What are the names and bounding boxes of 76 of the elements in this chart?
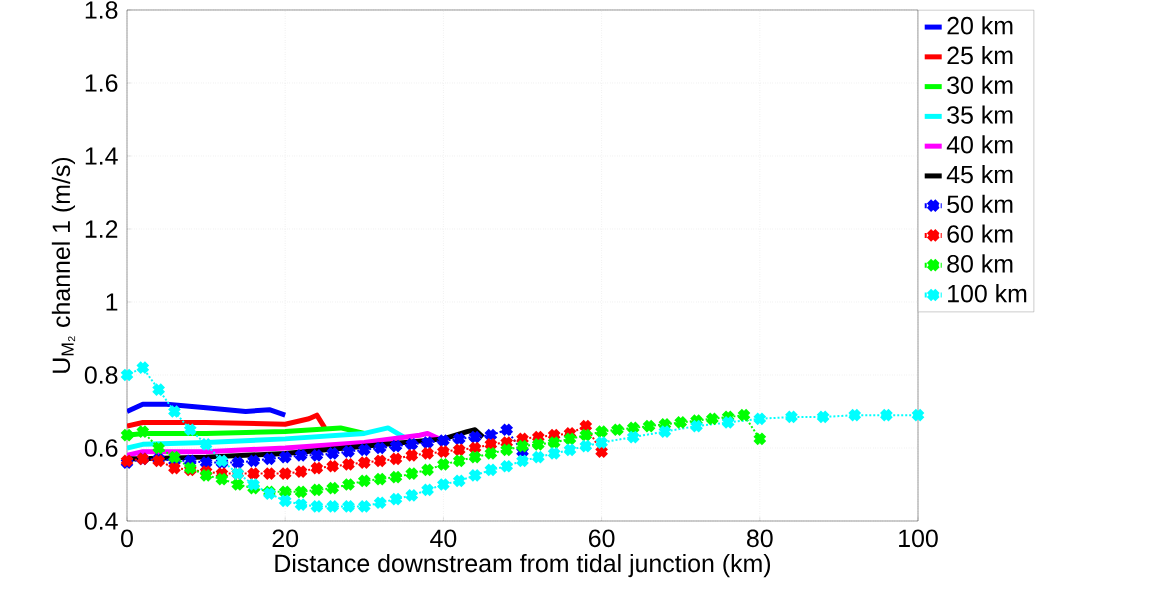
point: [499, 442, 514, 458]
x-tick-label: 0: [121, 529, 133, 548]
point: [720, 415, 736, 430]
point: [752, 411, 768, 427]
point: [689, 418, 704, 434]
y-axis-title: U$_{M₂}$ channel 1 (m/s): [51, 157, 76, 373]
point: [499, 422, 514, 437]
point: [436, 457, 451, 472]
point: [119, 367, 135, 383]
point: [451, 453, 467, 469]
point: [246, 477, 261, 492]
point: [467, 468, 483, 483]
point: [151, 382, 166, 397]
y-tick-label: 0.8: [84, 366, 118, 384]
point: [499, 459, 514, 474]
point: [594, 435, 609, 450]
y-tick-label: 1: [106, 293, 118, 311]
y-tick-label: 1.6: [85, 74, 118, 92]
x-tick-label: 100: [899, 529, 938, 548]
point: [562, 431, 578, 447]
point: [879, 407, 894, 423]
point: [198, 437, 214, 452]
point: [372, 495, 388, 510]
legend-label: 50 km: [947, 194, 1013, 214]
point: [404, 488, 420, 503]
point: [910, 407, 926, 423]
legend-label: 80 km: [947, 254, 1013, 273]
y-tick-label: 0.6: [84, 439, 118, 457]
point: [183, 422, 198, 437]
point: [341, 477, 356, 492]
x-tick-label: 40: [430, 529, 457, 548]
point: [451, 473, 467, 489]
point: [626, 429, 641, 445]
legend-label: 60 km: [947, 224, 1013, 243]
point: [135, 360, 151, 375]
x-tick-label: 80: [747, 529, 773, 548]
point: [578, 427, 594, 443]
x-tick-label: 60: [589, 529, 615, 548]
point: [515, 453, 530, 469]
legend-label: 40 km: [946, 135, 1013, 154]
legend-label: 20 km: [947, 16, 1013, 35]
y-tick-label: 1.2: [85, 220, 118, 238]
y-tick-label: 1.4: [85, 147, 118, 165]
legend-label: 45 km: [946, 165, 1013, 184]
point: [277, 493, 293, 509]
legend-label: 30 km: [947, 75, 1013, 95]
y-tick-label: 0.4: [84, 512, 118, 530]
point: [752, 431, 768, 447]
y-tick-label: 1.8: [85, 1, 118, 19]
point: [562, 442, 578, 458]
point: [404, 466, 420, 481]
point: [483, 446, 499, 461]
point: [467, 449, 483, 465]
x-tick-label: 20: [272, 529, 299, 548]
legend-label: 25 km: [947, 45, 1013, 65]
point: [531, 449, 546, 465]
point: [214, 471, 230, 487]
point: [151, 440, 166, 456]
point: [546, 446, 562, 461]
point: [483, 462, 499, 478]
point: [436, 477, 451, 492]
point: [657, 424, 673, 439]
point: [135, 424, 151, 439]
point: [198, 468, 214, 483]
point: [420, 462, 435, 478]
point: [578, 438, 594, 454]
point: [230, 477, 245, 492]
point: [815, 409, 831, 425]
legend-label: 35 km: [947, 105, 1013, 124]
point: [388, 491, 404, 507]
point: [784, 409, 799, 425]
point: [167, 404, 182, 419]
point: [847, 407, 862, 423]
point: [420, 482, 435, 498]
legend-label: 100 km: [948, 284, 1027, 303]
x-axis-title: Distance downstream from tidal junction (km): [275, 553, 771, 578]
